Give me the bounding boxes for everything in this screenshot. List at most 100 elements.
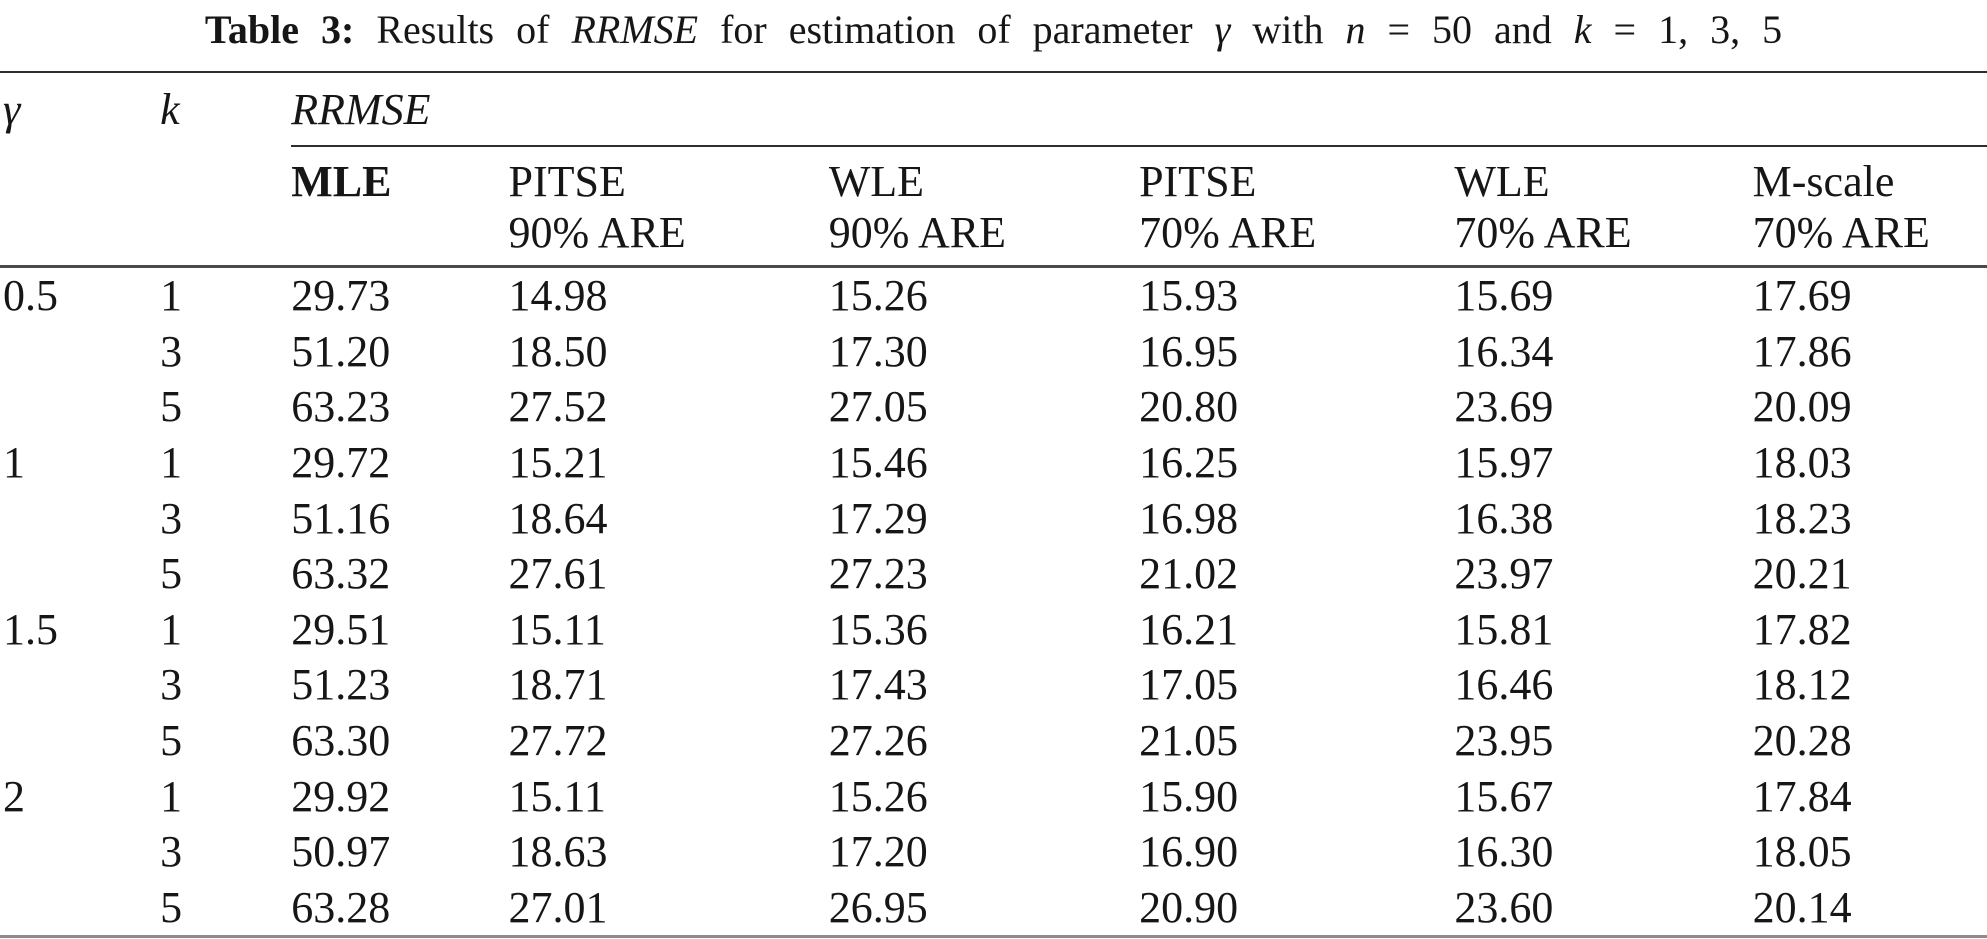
value-cell: 17.30 <box>828 326 928 376</box>
value-cell: 23.95 <box>1454 716 1554 766</box>
estimator-name: WLE <box>1454 157 1550 206</box>
caption-text: and <box>1494 7 1552 52</box>
value-cell: 18.23 <box>1752 493 1852 543</box>
value-cell: 16.46 <box>1454 660 1554 710</box>
value-cell: 18.64 <box>508 493 608 543</box>
value-cell: 17.86 <box>1752 326 1852 376</box>
k-cell: 3 <box>160 827 183 877</box>
value-cell: 17.82 <box>1752 604 1852 654</box>
estimator-name: PITSE <box>508 157 626 206</box>
estimator-are-level: 90% ARE <box>828 208 1006 257</box>
gamma-cell <box>0 379 160 435</box>
table-row: 5 63.32 27.61 27.23 21.02 23.97 20.21 <box>0 546 1987 602</box>
k-cell: 1 <box>160 271 183 321</box>
value-cell: 27.52 <box>508 382 608 432</box>
column-header-k: k <box>160 85 180 134</box>
value-cell: 20.90 <box>1139 882 1239 932</box>
estimator-are-level: 70% ARE <box>1139 208 1317 257</box>
value-cell: 15.21 <box>508 438 608 488</box>
value-cell: 23.60 <box>1454 882 1554 932</box>
gamma-cell <box>0 546 160 602</box>
value-cell: 27.26 <box>828 716 928 766</box>
caption-table-number: Table 3: <box>204 7 355 52</box>
value-cell: 15.90 <box>1139 771 1239 821</box>
value-cell: 29.92 <box>291 771 391 821</box>
header-row-groups: γ k RRMSE <box>0 72 1987 147</box>
caption-text: Results of <box>376 7 550 52</box>
gamma-cell <box>0 657 160 713</box>
k-cell: 3 <box>160 493 183 543</box>
gamma-cell: 0.5 <box>3 271 58 321</box>
value-cell: 18.71 <box>508 660 608 710</box>
estimator-are-level: 70% ARE <box>1752 208 1930 257</box>
value-cell: 15.67 <box>1454 771 1554 821</box>
value-cell: 16.21 <box>1139 604 1239 654</box>
k-cell: 5 <box>160 882 183 932</box>
value-cell: 17.05 <box>1139 660 1239 710</box>
value-cell: 15.81 <box>1454 604 1554 654</box>
k-cell: 3 <box>160 326 183 376</box>
caption-text: with <box>1252 7 1324 52</box>
value-cell: 16.90 <box>1139 827 1239 877</box>
value-cell: 21.02 <box>1139 549 1239 599</box>
value-cell: 18.63 <box>508 827 608 877</box>
value-cell: 20.28 <box>1752 716 1852 766</box>
value-cell: 29.72 <box>291 438 391 488</box>
table-row: 2 1 29.92 15.11 15.26 15.90 15.67 17.84 <box>0 768 1987 824</box>
k-cell: 5 <box>160 549 183 599</box>
column-group-header-rrmse: RRMSE <box>291 72 1987 147</box>
gamma-cell: 1 <box>3 438 25 488</box>
value-cell: 15.26 <box>828 771 928 821</box>
value-cell: 23.97 <box>1454 549 1554 599</box>
value-cell: 15.46 <box>828 438 928 488</box>
column-header-wle-70: WLE 70% ARE <box>1454 146 1753 268</box>
value-cell: 29.51 <box>291 604 391 654</box>
column-header-mscale-70: M-scale 70% ARE <box>1752 146 1987 268</box>
estimator-name: MLE <box>291 157 392 206</box>
gamma-cell <box>0 824 160 880</box>
value-cell: 15.93 <box>1139 271 1239 321</box>
table-row: 1.5 1 29.51 15.11 15.36 16.21 15.81 17.8… <box>0 602 1987 658</box>
estimator-name: M-scale <box>1752 157 1895 206</box>
table-row: 5 63.28 27.01 26.95 20.90 23.60 20.14 <box>0 880 1987 937</box>
gamma-cell: 1.5 <box>3 604 58 654</box>
k-cell: 1 <box>160 438 183 488</box>
estimator-name: PITSE <box>1139 157 1257 206</box>
value-cell: 20.21 <box>1752 549 1852 599</box>
gamma-cell: 2 <box>3 771 25 821</box>
value-cell: 15.11 <box>508 771 606 821</box>
value-cell: 16.25 <box>1139 438 1239 488</box>
header-spacer <box>0 146 161 268</box>
table-row: 3 51.20 18.50 17.30 16.95 16.34 17.86 <box>0 324 1987 380</box>
value-cell: 27.23 <box>828 549 928 599</box>
table-row: 1 1 29.72 15.21 15.46 16.25 15.97 18.03 <box>0 435 1987 491</box>
k-cell: 5 <box>160 382 183 432</box>
table-row: 5 63.30 27.72 27.26 21.05 23.95 20.28 <box>0 713 1987 769</box>
k-cell: 1 <box>160 771 183 821</box>
k-cell: 1 <box>160 604 183 654</box>
caption-k-symbol: k <box>1573 7 1592 52</box>
value-cell: 15.36 <box>828 604 928 654</box>
k-cell: 3 <box>160 660 183 710</box>
table-row: 5 63.23 27.52 27.05 20.80 23.69 20.09 <box>0 379 1987 435</box>
value-cell: 15.11 <box>508 604 606 654</box>
value-cell: 27.01 <box>508 882 608 932</box>
value-cell: 18.50 <box>508 326 608 376</box>
value-cell: 63.30 <box>291 716 391 766</box>
column-header-gamma: γ <box>3 85 21 134</box>
value-cell: 20.14 <box>1752 882 1852 932</box>
caption-gamma-symbol: γ <box>1214 7 1231 52</box>
value-cell: 17.20 <box>828 827 928 877</box>
value-cell: 18.05 <box>1752 827 1852 877</box>
value-cell: 20.80 <box>1139 382 1239 432</box>
value-cell: 27.72 <box>508 716 608 766</box>
value-cell: 27.61 <box>508 549 608 599</box>
table-caption: Table 3: Results of RRMSE for estimation… <box>0 4 1987 56</box>
value-cell: 23.69 <box>1454 382 1554 432</box>
caption-n-value: = 50 <box>1387 7 1473 52</box>
gamma-cell <box>0 880 160 937</box>
value-cell: 21.05 <box>1139 716 1239 766</box>
table-row: 3 50.97 18.63 17.20 16.90 16.30 18.05 <box>0 824 1987 880</box>
value-cell: 18.12 <box>1752 660 1852 710</box>
value-cell: 51.20 <box>291 326 391 376</box>
